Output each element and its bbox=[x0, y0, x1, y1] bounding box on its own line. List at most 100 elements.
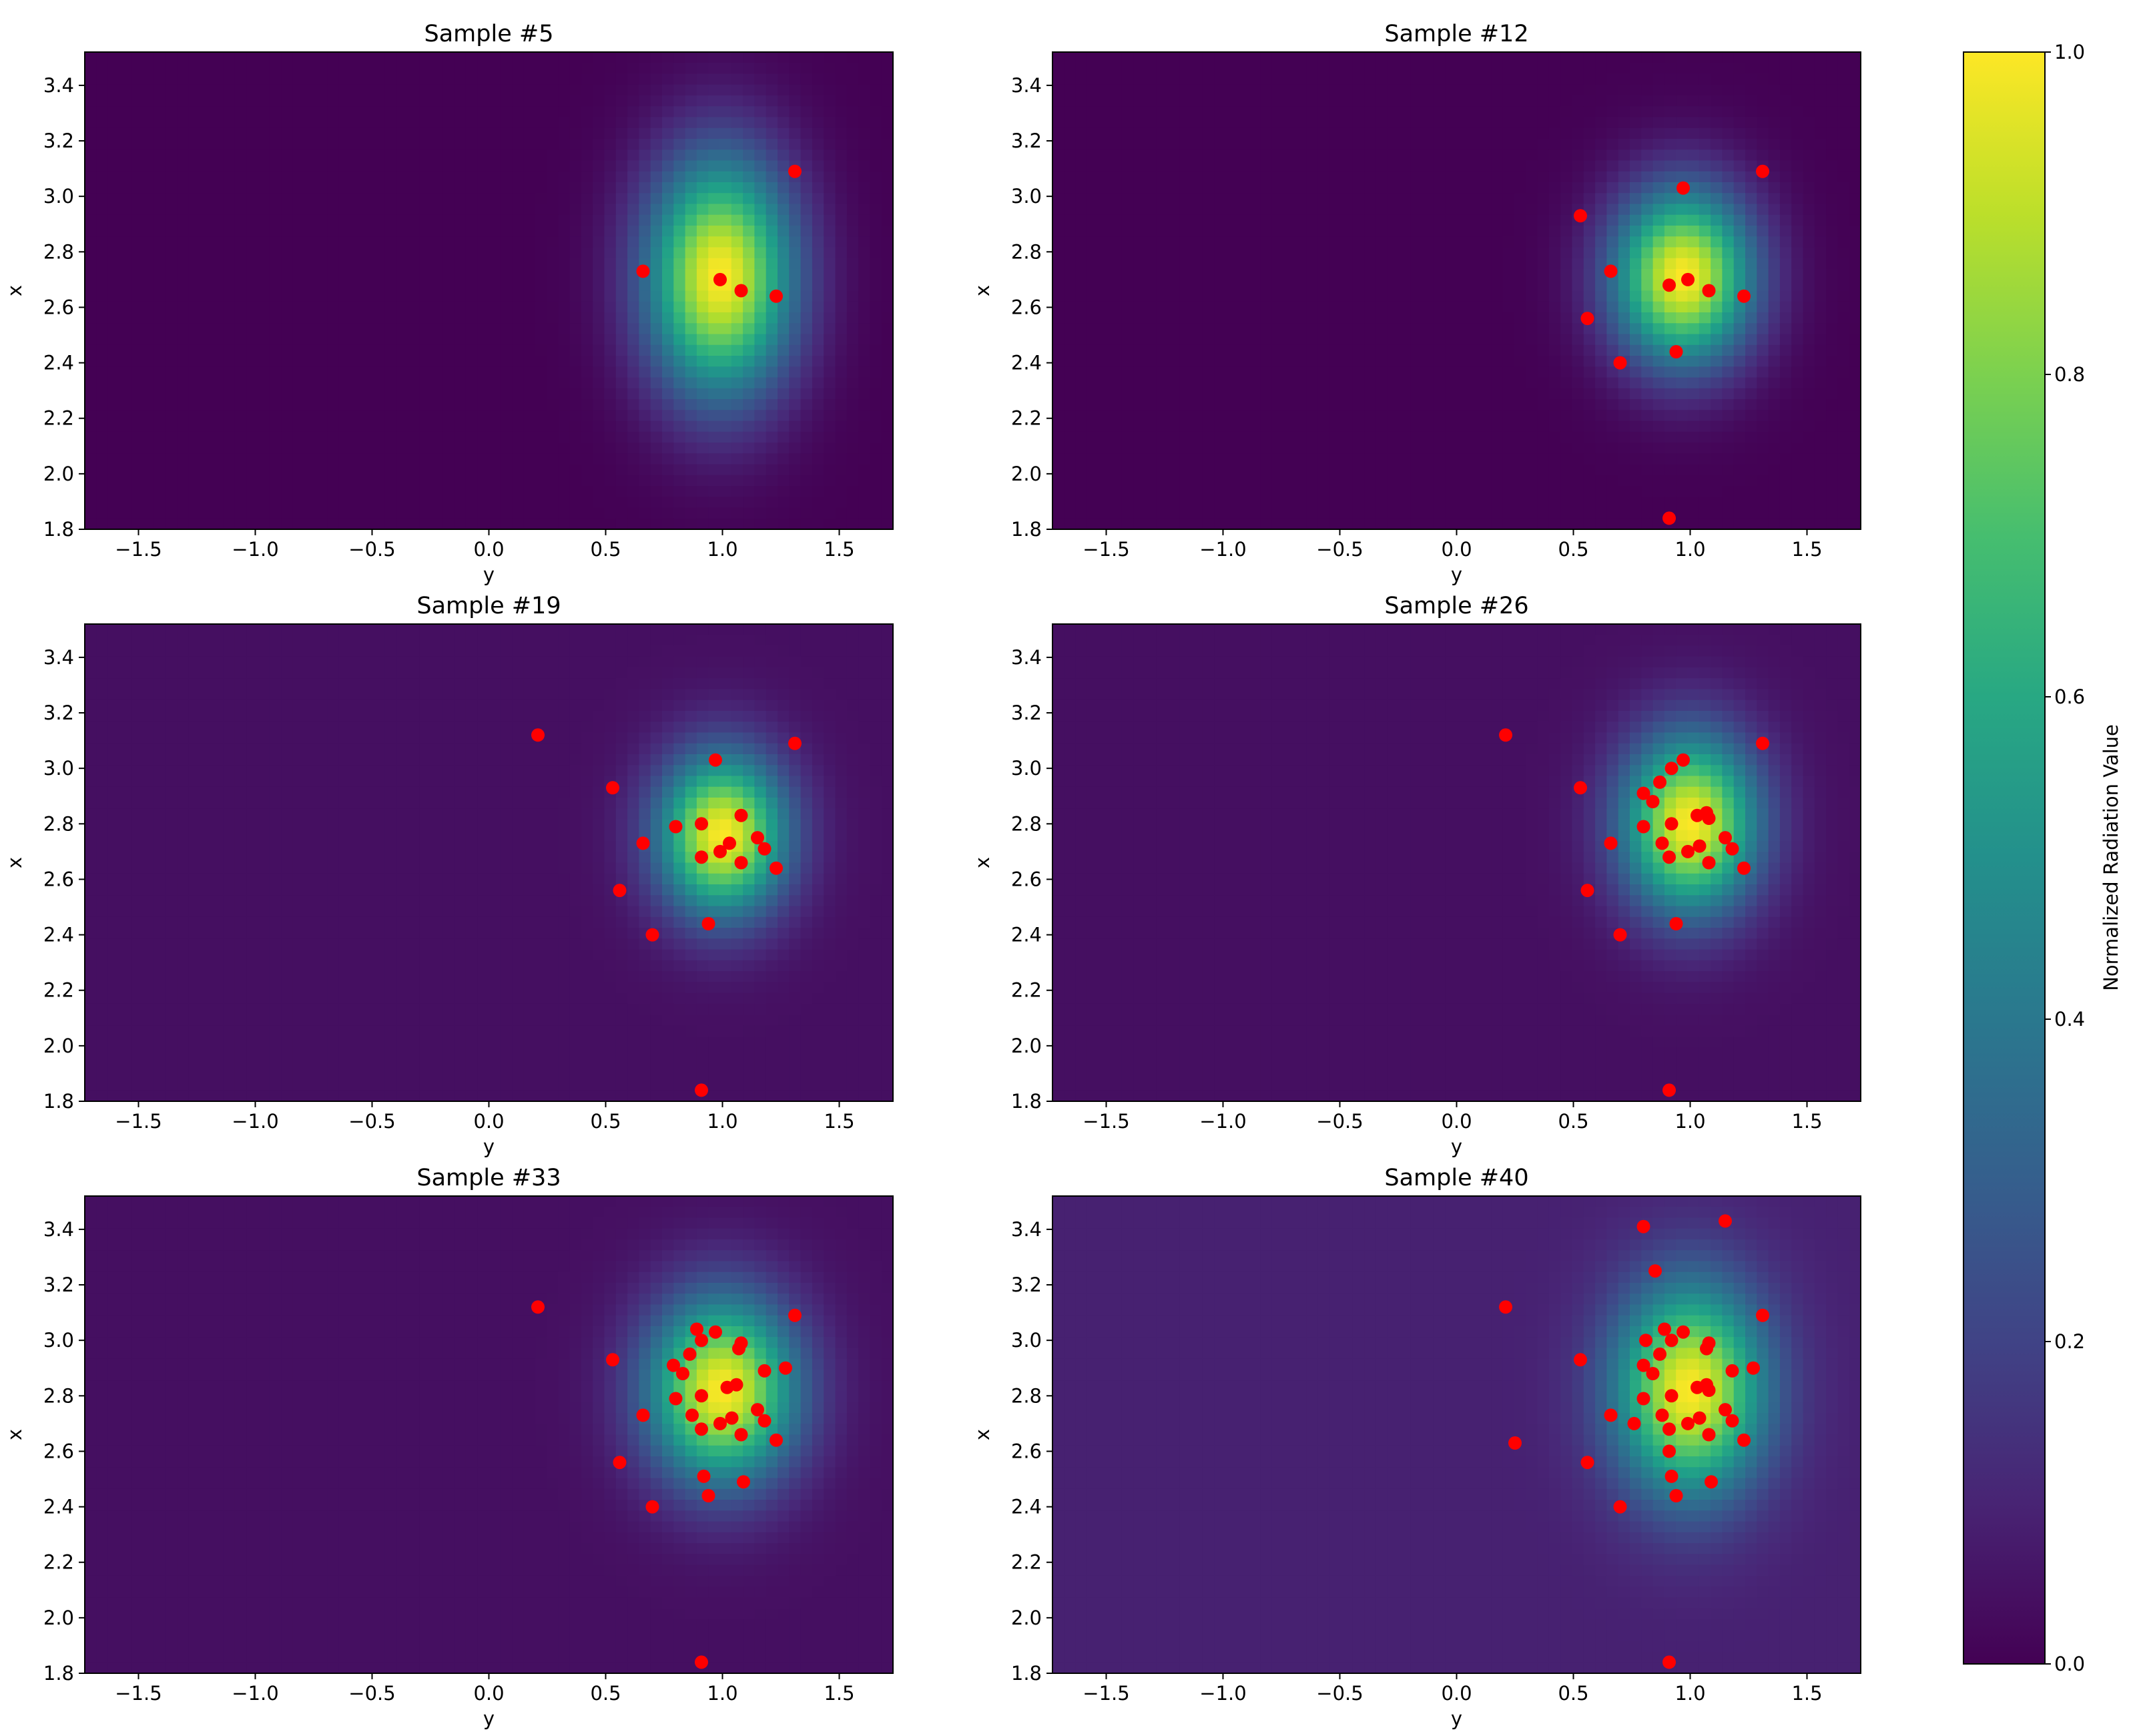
heatmap-cell bbox=[1145, 236, 1157, 248]
heatmap-cell bbox=[119, 518, 131, 530]
heatmap-cell bbox=[442, 193, 455, 205]
heatmap-cell bbox=[766, 214, 778, 226]
heatmap-cell bbox=[292, 356, 305, 367]
heatmap-cell bbox=[442, 204, 455, 216]
heatmap-cell bbox=[1399, 95, 1411, 107]
heatmap-cell bbox=[1641, 73, 1654, 85]
heatmap-cell bbox=[743, 334, 755, 346]
heatmap-cell bbox=[650, 366, 663, 378]
heatmap-cell bbox=[743, 84, 755, 96]
heatmap-cell bbox=[835, 453, 848, 465]
heatmap-cell bbox=[858, 453, 870, 465]
heatmap-cell bbox=[1410, 150, 1423, 162]
heatmap-cell bbox=[246, 518, 259, 530]
heatmap-cell bbox=[454, 399, 467, 410]
heatmap-cell bbox=[477, 160, 490, 172]
heatmap-cell bbox=[316, 269, 328, 280]
heatmap-cell bbox=[1837, 139, 1850, 150]
heatmap-cell bbox=[384, 193, 397, 205]
heatmap-cell bbox=[1376, 150, 1388, 162]
heatmap-cell bbox=[384, 182, 397, 194]
heatmap-cell bbox=[1306, 323, 1319, 335]
heatmap-cell bbox=[1329, 171, 1342, 183]
heatmap-cell bbox=[754, 280, 767, 292]
heatmap-cell bbox=[696, 497, 709, 509]
heatmap-cell bbox=[1514, 160, 1526, 172]
heatmap-cell bbox=[442, 366, 455, 378]
heatmap-cell bbox=[812, 431, 824, 443]
heatmap-cell bbox=[881, 73, 894, 85]
heatmap-cell bbox=[350, 443, 362, 454]
heatmap-cell bbox=[1145, 139, 1157, 150]
heatmap-cell bbox=[442, 388, 455, 400]
heatmap-cell bbox=[396, 507, 408, 519]
heatmap-cell bbox=[754, 182, 767, 194]
heatmap-cell bbox=[523, 366, 536, 378]
heatmap-cell bbox=[581, 443, 593, 454]
heatmap-cell bbox=[754, 117, 767, 129]
heatmap-cell bbox=[881, 420, 894, 432]
heatmap-cell bbox=[1202, 323, 1215, 335]
heatmap-cell bbox=[281, 106, 293, 118]
heatmap-cell bbox=[465, 366, 478, 378]
heatmap-cell bbox=[1052, 236, 1064, 248]
heatmap-cell bbox=[558, 95, 571, 107]
heatmap-cell bbox=[1064, 301, 1077, 313]
heatmap-cell bbox=[731, 356, 743, 367]
heatmap-cell bbox=[1376, 280, 1388, 292]
heatmap-cell bbox=[650, 127, 663, 139]
heatmap-cell bbox=[766, 95, 778, 107]
heatmap-cell bbox=[1779, 139, 1792, 150]
heatmap-cell bbox=[1537, 214, 1550, 226]
heatmap-cell bbox=[1849, 258, 1861, 270]
heatmap-cell bbox=[708, 344, 721, 356]
y-tick-label: 2.2 bbox=[43, 407, 74, 430]
heatmap-cell bbox=[1618, 258, 1630, 270]
heatmap-cell bbox=[131, 95, 143, 107]
heatmap-cell bbox=[766, 464, 778, 476]
heatmap-cell bbox=[1618, 204, 1630, 216]
heatmap-cell bbox=[384, 117, 397, 129]
heatmap-cell bbox=[246, 52, 259, 63]
heatmap-cell bbox=[234, 214, 247, 226]
heatmap-cell bbox=[327, 518, 340, 530]
heatmap-cell bbox=[1376, 204, 1388, 216]
heatmap-cell bbox=[1191, 269, 1203, 280]
heatmap-cell bbox=[1087, 73, 1099, 85]
heatmap-cell bbox=[581, 236, 593, 248]
heatmap-cell bbox=[569, 106, 582, 118]
heatmap-cell bbox=[292, 160, 305, 172]
heatmap-cell bbox=[696, 52, 709, 63]
heatmap-cell bbox=[593, 117, 605, 129]
heatmap-cell bbox=[535, 182, 547, 194]
heatmap-cell bbox=[1803, 84, 1815, 96]
heatmap-cell bbox=[1572, 117, 1584, 129]
heatmap-cell bbox=[627, 117, 639, 129]
heatmap-cell bbox=[1606, 280, 1619, 292]
heatmap-cell bbox=[1133, 117, 1145, 129]
heatmap-cell bbox=[454, 117, 467, 129]
heatmap-cell bbox=[1295, 193, 1307, 205]
heatmap-cell bbox=[373, 497, 386, 509]
heatmap-cell bbox=[269, 312, 282, 324]
heatmap-cell bbox=[1283, 95, 1295, 107]
heatmap-cell bbox=[234, 193, 247, 205]
heatmap-cell bbox=[1606, 171, 1619, 183]
heatmap-cell bbox=[85, 399, 97, 410]
heatmap-cell bbox=[1341, 236, 1353, 248]
heatmap-cell bbox=[454, 388, 467, 400]
heatmap-cell bbox=[881, 356, 894, 367]
heatmap-cell bbox=[327, 453, 340, 465]
heatmap-cell bbox=[1745, 106, 1757, 118]
heatmap-cell bbox=[789, 204, 802, 216]
heatmap-cell bbox=[1630, 214, 1642, 226]
heatmap-cell bbox=[1699, 84, 1711, 96]
heatmap-cell bbox=[384, 160, 397, 172]
heatmap-cell bbox=[465, 127, 478, 139]
heatmap-cell bbox=[1422, 139, 1434, 150]
heatmap-cell bbox=[1480, 269, 1492, 280]
heatmap-cell bbox=[85, 52, 97, 63]
heatmap-cell bbox=[1422, 236, 1434, 248]
heatmap-cell bbox=[223, 106, 236, 118]
heatmap-cell bbox=[246, 150, 259, 162]
